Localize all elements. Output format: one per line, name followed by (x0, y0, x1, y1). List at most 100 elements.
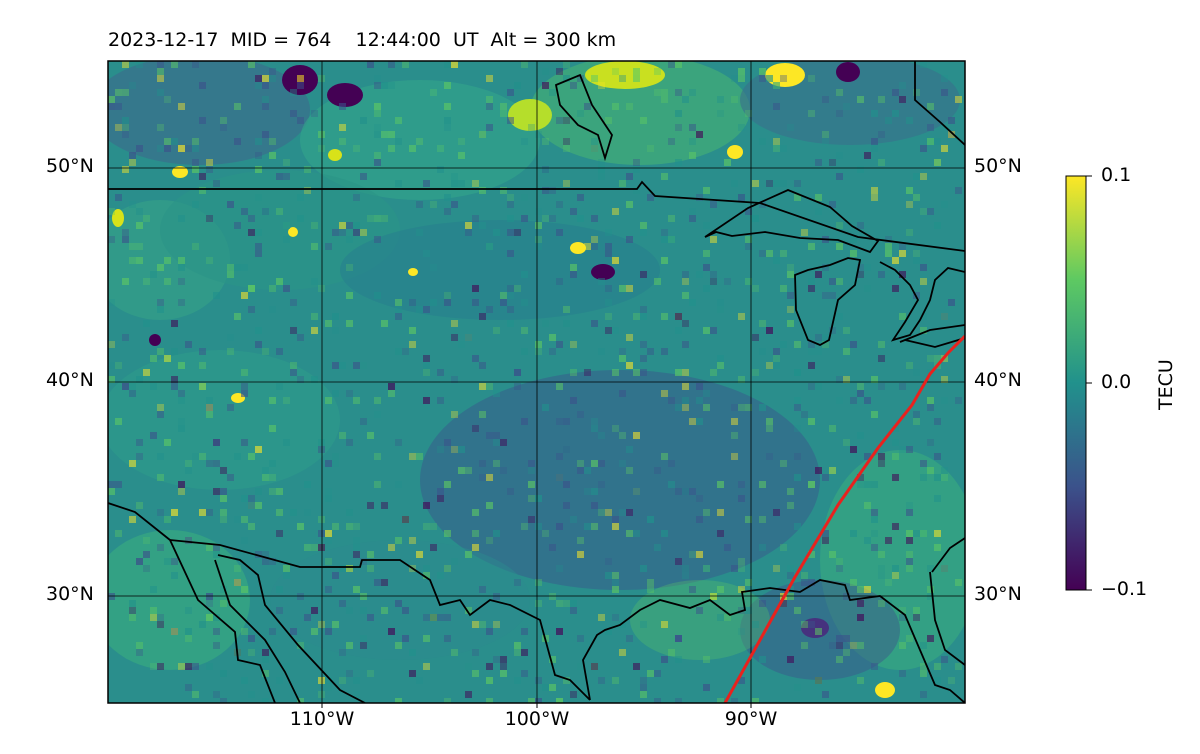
tec-pixel (794, 397, 801, 404)
tec-pixel (493, 229, 500, 236)
tec-pixel (703, 656, 710, 663)
tec-pixel (472, 544, 479, 551)
tec-pixel (136, 208, 143, 215)
tec-pixel (164, 439, 171, 446)
tec-pixel (815, 383, 822, 390)
tec-pixel (836, 278, 843, 285)
tec-pixel (878, 551, 885, 558)
tec-pixel (304, 544, 311, 551)
tec-pixel (892, 257, 899, 264)
tec-pixel (878, 341, 885, 348)
tec-pixel (115, 124, 122, 131)
tec-pixel (906, 362, 913, 369)
tec-pixel (521, 523, 528, 530)
tec-pixel (129, 614, 136, 621)
tec-pixel (878, 355, 885, 362)
tec-pixel (304, 481, 311, 488)
tec-pixel (388, 82, 395, 89)
tec-pixel (542, 166, 549, 173)
tec-pixel (794, 684, 801, 691)
tec-pixel (143, 215, 150, 222)
tec-pixel (836, 558, 843, 565)
satellite-track (723, 334, 965, 703)
tec-pixel (262, 649, 269, 656)
tec-pixel (528, 495, 535, 502)
tec-pixel (241, 264, 248, 271)
tec-pixel (857, 166, 864, 173)
tec-pixel (479, 362, 486, 369)
tec-pixel (409, 327, 416, 334)
lon-tick-marks (321, 703, 752, 708)
tec-pixel (787, 565, 794, 572)
tec-pixel (178, 103, 185, 110)
tec-pixel (605, 250, 612, 257)
tec-pixel (633, 369, 640, 376)
tec-pixel (486, 677, 493, 684)
tec-pixel (199, 509, 206, 516)
tec-pixel (395, 306, 402, 313)
tec-pixel (255, 152, 262, 159)
tec-pixel (703, 222, 710, 229)
tec-pixel (269, 460, 276, 467)
tec-pixel (437, 369, 444, 376)
tec-pixel (591, 488, 598, 495)
tec-pixel (857, 432, 864, 439)
tec-pixel (934, 530, 941, 537)
tec-pixel (780, 250, 787, 257)
tec-pixel (206, 404, 213, 411)
tec-pixel (913, 250, 920, 257)
tec-pixel (486, 243, 493, 250)
tec-pixel (913, 173, 920, 180)
tec-pixel (871, 411, 878, 418)
tec-pixel (633, 313, 640, 320)
tec-pixel (752, 334, 759, 341)
tec-pixel (507, 194, 514, 201)
tec-pixel (843, 439, 850, 446)
tec-pixel (899, 82, 906, 89)
tec-pixel (738, 628, 745, 635)
tec-pixel (339, 222, 346, 229)
tec-pixel (227, 404, 234, 411)
tec-pixel (255, 502, 262, 509)
tec-pixel (402, 607, 409, 614)
tec-pixel (773, 82, 780, 89)
tec-pixel (353, 222, 360, 229)
tec-pixel (325, 488, 332, 495)
tec-pixel (423, 663, 430, 670)
tec-pixel (360, 173, 367, 180)
tec-pixel (738, 495, 745, 502)
tec-pixel (472, 425, 479, 432)
tec-pixel (374, 453, 381, 460)
tec-pixel (514, 649, 521, 656)
tec-pixel (766, 327, 773, 334)
tec-pixel (458, 446, 465, 453)
tec-pixel (913, 607, 920, 614)
tec-pixel (276, 607, 283, 614)
tec-pixel (563, 446, 570, 453)
tec-pixel (857, 642, 864, 649)
tec-pixel (416, 138, 423, 145)
tec-pixel (920, 474, 927, 481)
tec-pixel (255, 327, 262, 334)
tec-pixel (759, 516, 766, 523)
tec-pixel (556, 453, 563, 460)
tec-pixel (738, 68, 745, 75)
colorbar-mid-label: 0.0 (1101, 371, 1132, 393)
tec-pixel (262, 698, 269, 703)
tec-pixel (157, 509, 164, 516)
tec-pixel (892, 565, 899, 572)
tec-pixel (157, 306, 164, 313)
tec-pixel (780, 600, 787, 607)
tec-pixel (836, 656, 843, 663)
tec-pixel (318, 285, 325, 292)
tec-pixel (696, 551, 703, 558)
tec-pixel (808, 278, 815, 285)
tec-pixel (458, 152, 465, 159)
tec-pixel (822, 530, 829, 537)
tec-pixel (164, 257, 171, 264)
tec-pixel (122, 278, 129, 285)
tec-pixel (199, 348, 206, 355)
tec-pixel (339, 362, 346, 369)
tec-pixel (857, 390, 864, 397)
tec-pixel (297, 523, 304, 530)
